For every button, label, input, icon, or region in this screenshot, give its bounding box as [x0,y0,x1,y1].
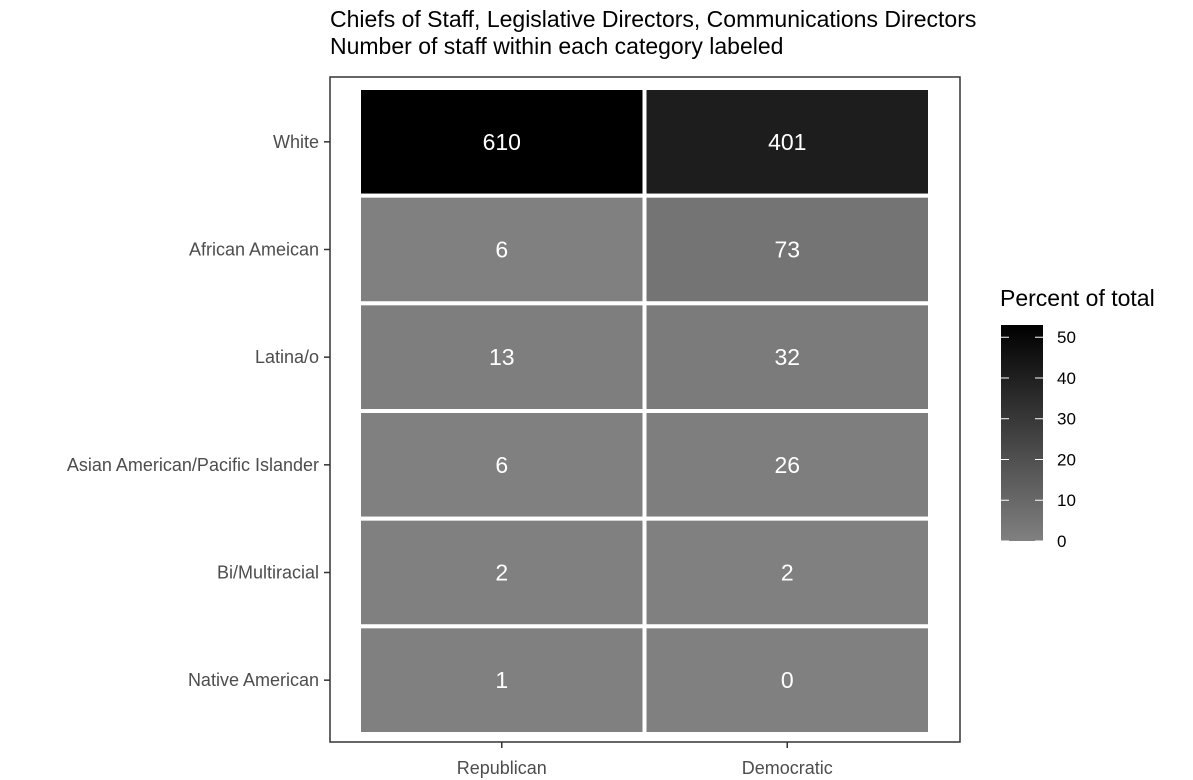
cell-label-4-1: 2 [781,560,794,586]
heatmap-cell-2-1 [642,301,932,414]
heatmap-cell-0-1 [642,86,932,198]
cell-label-0-0: 610 [483,129,521,155]
heatmap-cell-4-1 [642,516,932,629]
legend-tick-label: 10 [1057,491,1076,510]
legend-tick-label: 30 [1057,410,1076,429]
y-tick-label: Bi/Multiracial [217,563,319,583]
legend-colorbar [1001,325,1043,541]
chart-subtitle: Number of staff within each category lab… [330,33,784,59]
y-tick-label: Native American [188,670,319,690]
heatmap-cell-2-0 [357,301,647,414]
heatmap-cell-5-0 [357,624,647,736]
cell-label-2-0: 13 [489,344,515,370]
cell-label-3-1: 26 [774,452,800,478]
cell-label-3-0: 6 [495,452,508,478]
y-tick-label: Latina/o [255,347,319,367]
legend-tick-label: 50 [1057,328,1076,347]
cell-label-0-1: 401 [768,129,806,155]
cell-label-5-1: 0 [781,667,794,693]
chart-title: Chiefs of Staff, Legislative Directors, … [330,6,977,32]
y-tick-label: Asian American/Pacific Islander [67,455,319,475]
heatmap-cell-3-1 [642,409,932,521]
heatmap-cell-5-1 [642,624,932,736]
cell-label-1-0: 6 [495,237,508,263]
legend-tick-label: 40 [1057,369,1076,388]
heatmap-cell-3-0 [357,409,647,521]
cell-label-5-0: 1 [495,667,508,693]
legend-tick-label: 0 [1057,532,1066,551]
x-tick-label: Democratic [742,758,833,778]
y-tick-label: White [273,132,319,152]
x-tick-label: Republican [457,758,547,778]
y-tick-label: African Ameican [189,240,319,260]
cell-label-1-1: 73 [774,237,800,263]
legend-title: Percent of total [1000,285,1155,311]
cell-label-2-1: 32 [774,344,800,370]
panel-border [329,76,961,743]
cell-label-4-0: 2 [495,560,508,586]
legend-tick-label: 20 [1057,450,1076,469]
